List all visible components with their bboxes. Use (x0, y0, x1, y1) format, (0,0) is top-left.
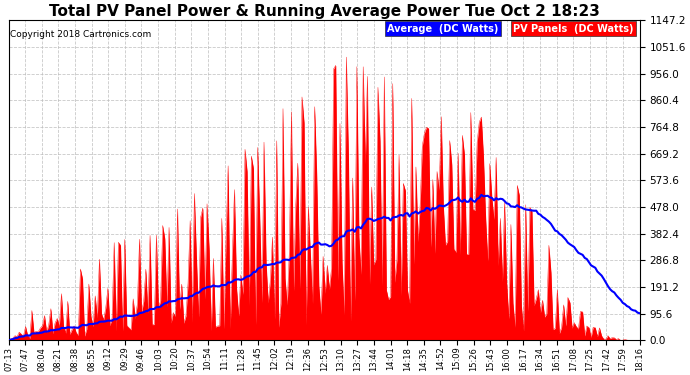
Text: Average  (DC Watts): Average (DC Watts) (387, 24, 499, 33)
Text: Copyright 2018 Cartronics.com: Copyright 2018 Cartronics.com (10, 30, 151, 39)
Title: Total PV Panel Power & Running Average Power Tue Oct 2 18:23: Total PV Panel Power & Running Average P… (49, 4, 600, 19)
Text: PV Panels  (DC Watts): PV Panels (DC Watts) (513, 24, 634, 33)
